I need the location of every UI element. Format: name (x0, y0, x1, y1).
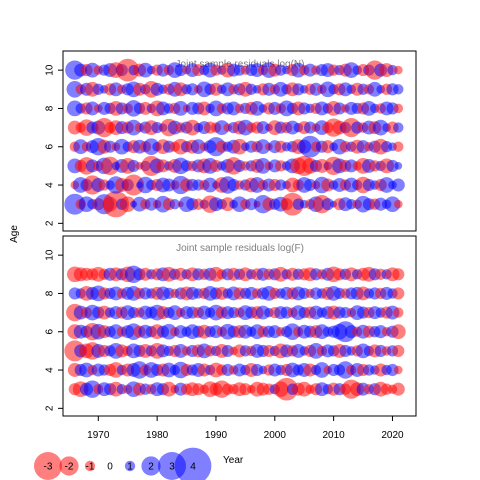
y-tick-label: 10 (45, 249, 56, 261)
residual-bubble (102, 191, 130, 218)
legend-label: -3 (44, 462, 53, 473)
residual-bubble (393, 84, 404, 95)
x-axis-title: Year (223, 455, 244, 466)
residual-bubble (123, 174, 145, 196)
residual-bubble (394, 162, 403, 170)
y-tick-label: 4 (45, 367, 56, 373)
x-tick-label: 1990 (205, 430, 228, 441)
residual-bubble (393, 122, 404, 133)
residual-bubble (393, 307, 404, 318)
y-tick-label: 10 (45, 64, 56, 76)
residual-bubble (127, 159, 140, 172)
residual-bubble (281, 192, 304, 216)
residual-bubble (119, 196, 136, 213)
residual-bubble (390, 324, 406, 340)
residual-bubble (378, 177, 395, 193)
residual-bubble (116, 58, 140, 82)
y-axis-title: Age (9, 225, 20, 243)
y-tick-label: 2 (45, 220, 56, 226)
size-legend: -3 -2 -1 0 1 2 3 4 (34, 447, 212, 480)
x-axis: 1970 1980 1990 2000 2010 2020 (87, 415, 404, 441)
panel-bottom-title: Joint sample residuals log(F) (176, 243, 304, 254)
legend-label: 4 (190, 462, 196, 473)
residual-bubble (392, 268, 405, 281)
residual-bubble (372, 119, 389, 136)
legend-label: 1 (127, 462, 133, 473)
legend-label: -2 (65, 462, 74, 473)
legend-label: 0 (107, 462, 113, 473)
x-tick-label: 1980 (146, 430, 169, 441)
residual-bubble (255, 158, 271, 174)
legend-label: -1 (86, 462, 95, 473)
residual-bubble (386, 159, 399, 172)
legend-label: 3 (169, 462, 175, 473)
legend-label: 2 (148, 462, 154, 473)
residual-bubble (393, 365, 403, 375)
residual-bubble (256, 121, 270, 135)
residual-bubble (255, 139, 271, 155)
residual-bubble (169, 199, 180, 210)
y-tick-label: 6 (45, 329, 56, 335)
residual-bubble (231, 138, 248, 155)
residual-bubble (393, 103, 404, 114)
residual-bubble (64, 193, 86, 215)
legend-bubble (34, 452, 62, 480)
panel-bottom: Joint sample residuals log(F) 2 4 6 8 10 (45, 235, 417, 417)
residual-bubble (392, 287, 405, 300)
legend-bubble (124, 460, 136, 472)
panel-top-bubbles (64, 58, 405, 218)
panel-bottom-y-axis: 2 4 6 8 10 (45, 249, 64, 411)
residual-bubble (393, 65, 403, 75)
y-tick-label: 8 (45, 105, 56, 111)
residual-bubble (391, 382, 405, 396)
residual-bubble (384, 196, 401, 213)
x-tick-label: 2010 (323, 430, 346, 441)
legend-bubble (59, 456, 79, 476)
y-tick-label: 2 (45, 405, 56, 411)
residual-bubble (314, 362, 330, 378)
y-tick-label: 6 (45, 144, 56, 150)
x-tick-label: 1970 (87, 430, 110, 441)
residual-bubble (299, 135, 322, 158)
x-tick-label: 2020 (381, 430, 404, 441)
residual-bubble (202, 177, 218, 193)
x-tick-label: 2000 (264, 430, 287, 441)
residual-bubble (392, 344, 405, 357)
y-tick-label: 4 (45, 182, 56, 188)
legend-bubble (141, 456, 161, 476)
residual-bubble (245, 198, 258, 211)
legend-bubble (84, 460, 96, 472)
residual-bubble (393, 199, 403, 209)
panel-bottom-bubbles (64, 265, 406, 401)
residual-bubble (321, 198, 334, 211)
residual-bubble (275, 377, 298, 401)
panel-top-y-axis: 2 4 6 8 10 (45, 64, 64, 226)
residual-bubble (391, 178, 405, 192)
y-tick-label: 8 (45, 290, 56, 296)
residual-bubble (393, 141, 404, 152)
residual-bubble (173, 101, 189, 116)
legend-bubble (174, 447, 212, 480)
residual-bubble (100, 156, 120, 176)
